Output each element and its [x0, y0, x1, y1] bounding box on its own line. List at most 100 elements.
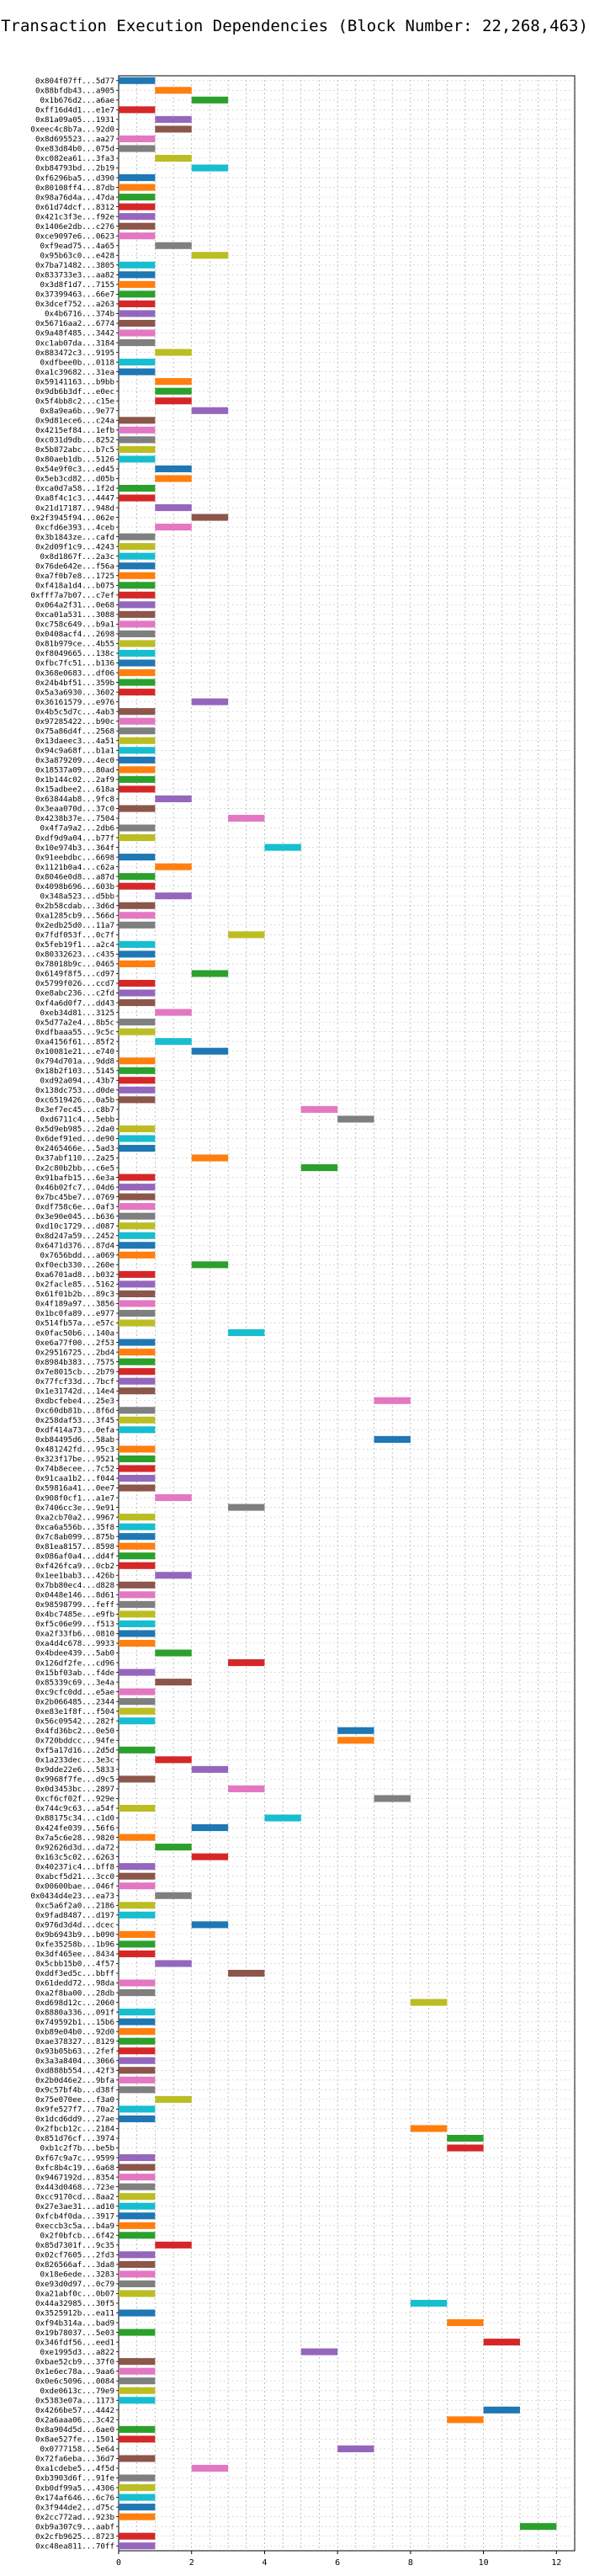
- transaction-bar: [264, 1814, 301, 1822]
- transaction-label: 0xeccb3c5a...b4a9: [35, 2222, 114, 2231]
- transaction-label: 0xeec4c8b7a...92d0: [30, 125, 114, 135]
- transaction-bar: [119, 689, 156, 696]
- transaction-bar: [119, 785, 156, 793]
- transaction-label: 0x5383e07a...1173: [35, 2396, 114, 2405]
- transaction-label: 0x794d701a...9dd8: [35, 1056, 114, 1066]
- transaction-label: 0x54e9f0c3...ed45: [35, 465, 114, 474]
- transaction-bar: [119, 1445, 156, 1453]
- x-tick-label: 8: [408, 2558, 413, 2568]
- transaction-bar: [155, 1679, 192, 1686]
- transaction-label: 0x5eb3cd82...d05b: [35, 475, 114, 484]
- transaction-bar: [119, 1426, 156, 1434]
- transaction-label: 0xfbc7fc51...b136: [35, 659, 114, 668]
- chart-title: Transaction Execution Dependencies (Bloc…: [1, 17, 588, 35]
- transaction-label: 0xdf9d9a04...b77f: [35, 833, 114, 843]
- transaction-label: 0x1ee1bab3...426b: [35, 1571, 114, 1580]
- transaction-bar: [155, 524, 192, 531]
- transaction-label: 0x8880a336...091f: [35, 2008, 114, 2017]
- transaction-label: 0x258daf53...3f45: [35, 1416, 114, 1425]
- transaction-bar: [119, 1455, 156, 1462]
- transaction-label: 0x3b1843ze...cafd: [35, 533, 114, 542]
- transaction-label: 0x40237ic4...bff8: [35, 1862, 114, 1871]
- transaction-label: 0x29516725...2bd4: [35, 1348, 115, 1357]
- transaction-label: 0xc60db81b...8f6d: [35, 1406, 114, 1415]
- transaction-label: 0x421c3f3e...f92e: [35, 212, 114, 221]
- transaction-label: 0x61f01b2b...89c3: [35, 1290, 114, 1299]
- transaction-label: 0xcc9170cd...8aa2: [35, 2192, 114, 2201]
- transaction-bar: [119, 77, 156, 84]
- transaction-bar: [119, 766, 156, 774]
- transaction-label: 0x5feb19f1...a2c4: [35, 940, 115, 950]
- transaction-label: 0xa2f8ba00...28db: [35, 1988, 114, 1998]
- transaction-label: 0x7ba71482...3805: [35, 261, 114, 270]
- transaction-bar: [337, 1727, 374, 1734]
- transaction-label: 0xfcb4f0da...3917: [35, 2211, 114, 2221]
- transaction-bar: [119, 2455, 156, 2462]
- transaction-label: 0x93b05b63...2fef: [35, 2046, 114, 2056]
- transaction-bar: [119, 1542, 156, 1550]
- transaction-bar: [119, 1096, 156, 1104]
- x-tick-label: 4: [262, 2558, 267, 2568]
- transaction-bar: [228, 931, 265, 939]
- transaction-label: 0x13daeec3...4a51: [35, 737, 114, 746]
- transaction-bar: [119, 494, 156, 502]
- transaction-bar: [119, 1358, 156, 1365]
- transaction-bar: [119, 2028, 156, 2036]
- transaction-bar: [119, 572, 156, 579]
- transaction-label: 0x61d74dcf...8312: [35, 203, 114, 212]
- transaction-bar: [119, 1863, 156, 1871]
- transaction-label: 0x4b5c5d7c...4ab3: [35, 707, 114, 716]
- transaction-label: 0x75a86d4f...2568: [35, 726, 114, 736]
- transaction-bar: [119, 1804, 156, 1812]
- transaction-bar: [119, 717, 156, 725]
- transaction-label: 0x3a879209...4ec0: [35, 756, 114, 765]
- transaction-bar: [155, 1960, 192, 1967]
- transaction-label: 0x481242fd...95c3: [35, 1445, 114, 1455]
- transaction-bar: [119, 135, 156, 142]
- transaction-bar: [119, 1950, 156, 1957]
- transaction-label: 0x81a09a05...1931: [35, 115, 114, 125]
- transaction-bar: [119, 2397, 156, 2404]
- transaction-label: 0xb0df99a5...4306: [35, 2483, 114, 2493]
- transaction-bar: [119, 679, 156, 686]
- transaction-label: 0xf9ead75...4a65: [40, 242, 114, 251]
- transaction-bar: [191, 970, 229, 977]
- transaction-bar: [119, 1834, 156, 1841]
- transaction-label: 0xd92a094...43b7: [40, 1076, 114, 1085]
- transaction-label: 0xa1cdebe5...4f5d: [35, 2464, 114, 2473]
- transaction-bar: [119, 1212, 156, 1220]
- transaction-bar: [447, 2144, 484, 2152]
- transaction-label: 0x3525912b...ea11: [35, 2309, 114, 2318]
- transaction-label: 0x8d695523...aa27: [35, 135, 114, 144]
- transaction-bar: [191, 1824, 229, 1832]
- transaction-label: 0x3f944de2...d75c: [35, 2503, 114, 2512]
- transaction-bar: [119, 1086, 156, 1094]
- transaction-bar: [191, 1047, 229, 1055]
- transaction-label: 0x749592b1...15b6: [35, 2018, 114, 2027]
- transaction-label: 0xfc8b4c19...6a68: [35, 2164, 114, 2173]
- transaction-label: 0x21d17187...948d: [35, 503, 114, 513]
- transaction-bar: [119, 1077, 156, 1084]
- transaction-bar: [228, 1504, 265, 1511]
- transaction-label: 0x2c80b2bb...c6e5: [35, 1163, 114, 1173]
- transaction-label: 0x7bb80ec4...d828: [35, 1581, 114, 1590]
- transaction-label: 0x138dc753...d0de: [35, 1086, 114, 1095]
- transaction-bar: [155, 387, 192, 395]
- transaction-label: 0x1a233dec...3e3c: [35, 1756, 114, 1765]
- transaction-bar: [119, 1193, 156, 1200]
- x-tick-label: 0: [116, 2558, 121, 2568]
- transaction-label: 0xf5c06e99...f513: [35, 1620, 114, 1629]
- transaction-label: 0x7656bdd...a069: [40, 1251, 114, 1260]
- transaction-label: 0x85d7301f...9c35: [35, 2241, 114, 2250]
- transaction-label: 0x9db6b3df...e0ec: [35, 387, 114, 397]
- transaction-label: 0xb1c2f7b...be5b: [40, 2144, 114, 2153]
- transaction-label: 0x27e3ae31...ad10: [35, 2202, 114, 2211]
- transaction-bar: [374, 1795, 411, 1802]
- transaction-bar: [119, 582, 156, 589]
- transaction-bar: [410, 2125, 448, 2132]
- transaction-bar: [155, 892, 192, 900]
- transaction-label: 0x1b676d2...a6ae: [40, 96, 114, 105]
- transaction-bar: [119, 2358, 156, 2366]
- transaction-label: 0x10e974b3...364f: [35, 844, 114, 853]
- transaction-label: 0xf6296ba5...d390: [35, 173, 114, 183]
